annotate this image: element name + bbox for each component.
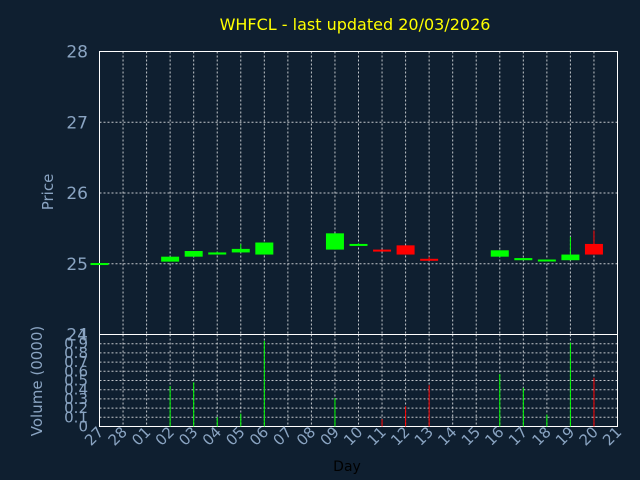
price-tick-label: 27 [66,113,88,133]
day-tick-label: 19 [552,423,578,449]
price-tick-labels: 24 25 26 27 28 [66,43,88,346]
day-tick-labels: 2728010203040506070809101112131415161718… [81,423,625,449]
volume-tick-label: 0.3 [64,390,88,408]
day-tick-label: 14 [434,423,460,449]
candle-body [90,263,109,266]
price-tick-label: 28 [66,43,88,63]
day-tick-label: 12 [387,423,413,449]
day-tick-label: 18 [528,423,554,449]
candle-body [584,243,603,255]
candle-body [373,249,392,252]
candle-body [514,258,533,261]
volume-tick-label: 0.7 [64,353,88,371]
day-tick-label: 06 [246,423,272,449]
price-tick-label: 24 [66,326,88,346]
day-tick-label: 16 [481,423,507,449]
candle-body [537,259,556,262]
volume-tick-label: 0.9 [64,335,88,353]
day-tick-label: 15 [458,423,484,449]
price-grid [99,51,618,335]
volume-tick-label: 0 [78,418,88,436]
day-tick-label: 20 [576,423,602,449]
day-tick-label: 07 [269,423,295,449]
day-tick-label: 05 [222,423,248,449]
volume-tick-labels: 00.10.20.30.40.50.60.70.80.91 [64,326,88,436]
volume-tick-label: 0.2 [64,399,88,417]
day-tick-label: 03 [175,423,201,449]
volume-tick-label: 0.1 [64,408,88,426]
day-tick-label: 11 [364,423,390,449]
candle-body [396,245,415,255]
day-tick-label: 08 [293,423,319,449]
price-axis-label: Price [39,174,57,211]
day-tick-label: 28 [105,423,131,449]
volume-tick-label: 0.8 [64,344,88,362]
candle-body [184,251,203,257]
volume-tick-label: 0.4 [64,381,88,399]
candle-body [255,242,274,255]
candle-body [349,243,368,246]
day-tick-label: 04 [199,423,225,449]
volume-bar-series [169,340,595,427]
candle-body [490,250,509,257]
candle-body [161,256,180,262]
price-tick-label: 26 [66,184,88,204]
volume-tick-label: 0.5 [64,372,88,390]
candlestick-series [90,230,603,266]
chart-title: WHFCL - last updated 20/03/2026 [220,15,491,34]
day-tick-label: 17 [505,423,531,449]
day-tick-label: 01 [128,423,154,449]
volume-grid [99,334,618,427]
day-tick-label: 09 [317,423,343,449]
price-tick-label: 25 [66,255,88,275]
candle-body [325,233,344,250]
candle-body [420,258,439,261]
volume-tick-label: 0.6 [64,362,88,380]
day-tick-label: 10 [340,423,366,449]
volume-tick-label: 1 [78,326,88,344]
day-tick-label: 21 [599,423,625,449]
candle-body [208,252,227,255]
volume-axis-label: Volume (0000) [28,326,46,436]
candle-body [561,254,580,261]
day-tick-label: 13 [411,423,437,449]
x-axis-label: Day [333,459,361,475]
day-tick-label: 02 [152,423,178,449]
candle-body [231,248,250,253]
